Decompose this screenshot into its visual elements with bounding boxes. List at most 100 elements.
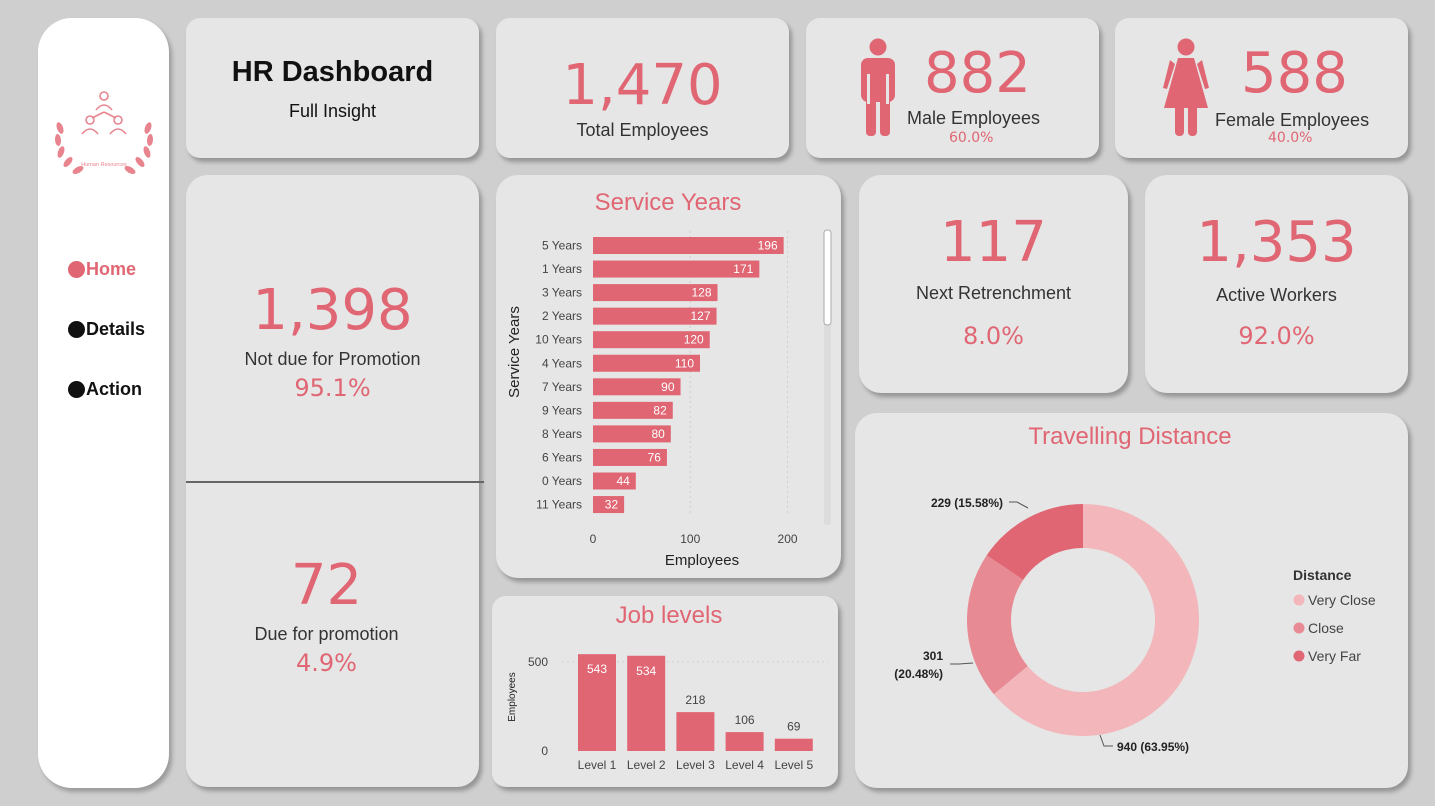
- service-years-bar[interactable]: [593, 496, 625, 514]
- job-levels-chart: Job levels Employees 0 500 543 Level 1 534 L…: [507, 602, 828, 772]
- donut-slice-very-close[interactable]: [993, 504, 1199, 736]
- donut-slice-very-far[interactable]: [986, 504, 1083, 580]
- promotion-divider: [186, 481, 484, 483]
- service-years-bar[interactable]: [593, 378, 681, 396]
- male-employees-value: 882: [924, 41, 1031, 106]
- active-workers-label: Active Workers: [1216, 285, 1337, 305]
- due-value: 72: [290, 553, 363, 618]
- not-due-label: Not due for Promotion: [244, 349, 421, 369]
- travelling-distance-card: Travelling Distance 940 (63.95%) 301 (20.4…: [855, 413, 1408, 788]
- service-years-bar[interactable]: [593, 307, 717, 325]
- job-levels-card: Job levels Employees 0 500 543 Level 1 534 L…: [492, 596, 838, 787]
- service-years-category: 2 Years: [542, 309, 582, 323]
- service-years-bar[interactable]: [593, 472, 636, 490]
- job-levels-ylabel: Employees: [507, 672, 518, 721]
- retrenchment-pct: 8.0%: [963, 322, 1024, 350]
- job-levels-title: Job levels: [616, 602, 723, 629]
- retrenchment-value: 117: [940, 210, 1047, 275]
- service-years-category: 6 Years: [542, 450, 582, 464]
- service-years-bar[interactable]: [593, 260, 760, 278]
- male-employees-label: Male Employees: [907, 108, 1041, 128]
- job-levels-data-label: 218: [685, 693, 705, 707]
- service-years-xlabel: Employees: [665, 552, 739, 569]
- service-years-scroll-thumb[interactable]: [823, 229, 832, 326]
- logo-text: Human Resources: [81, 162, 127, 168]
- service-years-category: 7 Years: [542, 380, 582, 394]
- female-employees-label: Female Employees: [1215, 110, 1370, 130]
- retrenchment-card: 117 Next Retrenchment 8.0%: [859, 175, 1128, 393]
- job-levels-bar[interactable]: [578, 654, 616, 751]
- male-employees-card: 882 Male Employees 60.0%: [806, 18, 1099, 158]
- service-years-category: 10 Years: [535, 333, 582, 347]
- due-pct: 4.9%: [296, 649, 357, 677]
- legend-title: Distance: [1293, 567, 1352, 583]
- close-data-label-value: 301: [923, 649, 943, 663]
- job-levels-category: Level 1: [578, 758, 617, 772]
- close-data-label-pct: (20.48%): [894, 667, 943, 681]
- service-years-category: 9 Years: [542, 403, 582, 417]
- service-years-bar[interactable]: [593, 425, 671, 443]
- title-card: HR Dashboard Full Insight: [186, 18, 479, 158]
- details-dot-icon: [68, 321, 85, 338]
- total-employees-value: 1,470: [562, 53, 723, 118]
- female-employees-pct: 40.0%: [1268, 130, 1313, 146]
- retrenchment-label: Next Retrenchment: [915, 283, 1072, 303]
- service-years-data-label: 90: [661, 380, 675, 394]
- service-years-ylabel: Service Years: [506, 306, 523, 398]
- service-years-data-label: 82: [653, 403, 667, 417]
- very-far-data-label: 229 (15.58%): [931, 496, 1003, 510]
- job-levels-bar[interactable]: [627, 655, 666, 751]
- job-levels-bar[interactable]: [774, 738, 813, 751]
- close-leader-line: [950, 662, 974, 665]
- service-years-chart: Service Years Service Years Employees 0 1…: [506, 189, 832, 569]
- total-employees-card: 1,470 Total Employees: [496, 18, 789, 158]
- due-section: 72 Due for promotion 4.9%: [186, 553, 479, 678]
- legend-item-label[interactable]: Very Close: [1308, 592, 1376, 608]
- nav-details-label: Details: [86, 319, 146, 339]
- job-levels-bar[interactable]: [676, 712, 715, 751]
- hr-logo-icon: Human Resources: [54, 91, 154, 174]
- job-levels-category: Level 2: [627, 758, 666, 772]
- page-title: HR Dashboard: [231, 56, 434, 88]
- job-levels-ytick: 500: [528, 655, 548, 669]
- job-levels-data-label: 543: [587, 662, 607, 676]
- service-years-data-label: 127: [691, 309, 711, 323]
- service-years-category: 4 Years: [542, 356, 582, 370]
- service-years-bar[interactable]: [593, 401, 673, 419]
- service-years-bar[interactable]: [593, 448, 667, 466]
- service-years-data-label: 76: [648, 450, 662, 464]
- female-icon: [1163, 38, 1209, 136]
- job-levels-data-label: 534: [636, 664, 656, 678]
- promotion-card: 1,398 Not due for Promotion 95.1% 72 Due…: [186, 175, 484, 787]
- service-years-data-label: 32: [605, 498, 619, 512]
- donut-slice-close[interactable]: [967, 555, 1028, 695]
- job-levels-bar[interactable]: [725, 732, 764, 751]
- legend-item-label[interactable]: Close: [1308, 620, 1344, 636]
- service-years-data-label: 171: [733, 262, 753, 276]
- service-years-xtick: 100: [680, 532, 700, 546]
- male-icon: [861, 38, 895, 136]
- job-levels-category: Level 4: [725, 758, 764, 772]
- service-years-bar[interactable]: [593, 354, 700, 372]
- active-workers-value: 1,353: [1196, 210, 1357, 275]
- legend-item-label[interactable]: Very Far: [1308, 648, 1361, 664]
- active-workers-card: 1,353 Active Workers 92.0%: [1145, 175, 1408, 393]
- service-years-bar[interactable]: [593, 331, 710, 349]
- not-due-value: 1,398: [252, 278, 413, 343]
- service-years-card: Service Years Service Years Employees 0 1…: [496, 175, 841, 578]
- nav-details[interactable]: Details: [68, 319, 145, 340]
- service-years-bar[interactable]: [593, 237, 784, 254]
- male-employees-pct: 60.0%: [949, 130, 994, 146]
- service-years-category: 11 Years: [536, 498, 582, 512]
- nav-home[interactable]: Home: [68, 259, 136, 280]
- female-employees-value: 588: [1241, 41, 1348, 106]
- home-dot-icon: [68, 261, 85, 278]
- nav-action[interactable]: Action: [68, 379, 142, 400]
- service-years-bar[interactable]: [593, 284, 718, 302]
- service-years-data-label: 80: [651, 427, 665, 441]
- very-far-leader-line: [1009, 501, 1029, 509]
- service-years-data-label: 120: [684, 333, 704, 347]
- service-years-data-label: 128: [691, 286, 711, 300]
- very-close-data-label: 940 (63.95%): [1117, 740, 1189, 754]
- job-levels-data-label: 106: [735, 713, 755, 727]
